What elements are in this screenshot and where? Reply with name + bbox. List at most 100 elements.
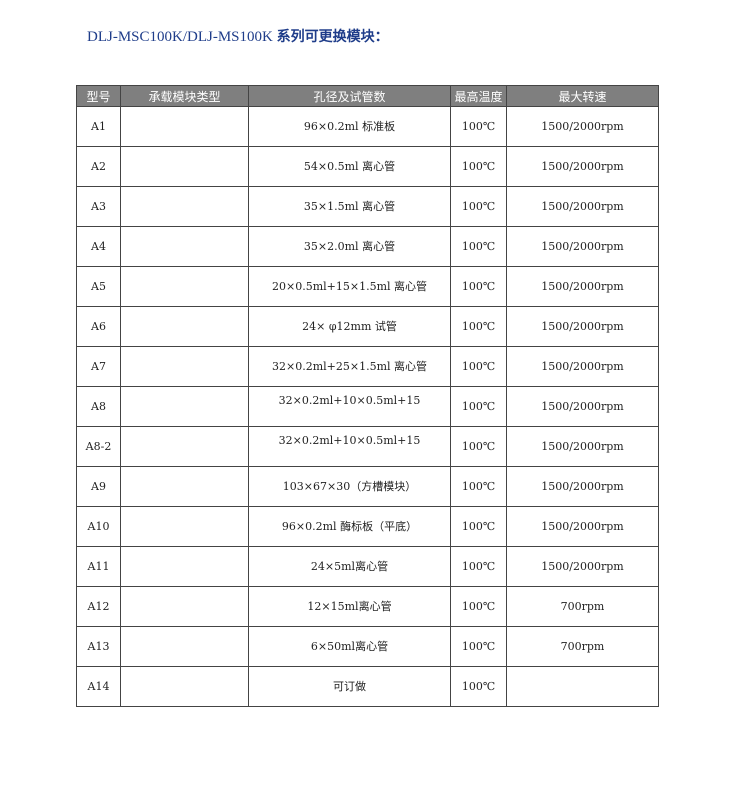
cell-type <box>120 586 249 627</box>
spec-line: 6×50ml离心管 <box>310 639 389 653</box>
cell-type <box>120 146 249 187</box>
cell-model: A10 <box>76 506 121 547</box>
cell-temp: 100℃ <box>450 346 507 387</box>
table-row: A6 24× φ12mm 试管 100℃ 1500/2000rpm <box>76 306 659 347</box>
cell-model: A8 <box>76 386 121 427</box>
table-row: A1 96×0.2ml 标准板 100℃ 1500/2000rpm <box>76 106 659 147</box>
cell-spec: 96×0.2ml 标准板 <box>248 106 451 147</box>
table-row: A3 35×1.5ml 离心管 100℃ 1500/2000rpm <box>76 186 659 227</box>
cell-model: A2 <box>76 146 121 187</box>
title-latin: DLJ-MSC100K/DLJ-MS100K <box>87 29 273 45</box>
cell-model: A9 <box>76 466 121 507</box>
table-row: A10 96×0.2ml 酶标板（平底） 100℃ 1500/2000rpm <box>76 506 659 547</box>
cell-model: A13 <box>76 626 121 667</box>
cell-speed: 1500/2000rpm <box>506 226 659 267</box>
column-header: 最大转速 <box>506 85 659 107</box>
cell-model: A7 <box>76 346 121 387</box>
cell-spec: 54×0.5ml 离心管 <box>248 146 451 187</box>
table-row: A7 32×0.2ml+25×1.5ml 离心管 100℃ 1500/2000rpm <box>76 346 659 387</box>
table-row: A14 可订做 100℃ <box>76 666 659 707</box>
cell-spec: 35×2.0ml 离心管 <box>248 226 451 267</box>
cell-spec: 96×0.2ml 酶标板（平底） <box>248 506 451 547</box>
cell-speed: 1500/2000rpm <box>506 546 659 587</box>
cell-spec: 24× φ12mm 试管 <box>248 306 451 347</box>
spec-line: 35×1.5ml 离心管 <box>303 199 396 213</box>
cell-temp: 100℃ <box>450 586 507 627</box>
column-header: 承载模块类型 <box>120 85 249 107</box>
cell-spec: 20×0.5ml+15×1.5ml 离心管 <box>248 266 451 307</box>
cell-spec: 12×15ml离心管 <box>248 586 451 627</box>
cell-model: A8-2 <box>76 426 121 467</box>
cell-speed: 1500/2000rpm <box>506 106 659 147</box>
cell-spec: 6×50ml离心管 <box>248 626 451 667</box>
cell-type <box>120 626 249 667</box>
cell-spec: 可订做 <box>248 666 451 707</box>
cell-model: A6 <box>76 306 121 347</box>
cell-spec: 35×1.5ml 离心管 <box>248 186 451 227</box>
column-header: 孔径及试管数 <box>248 85 451 107</box>
cell-temp: 100℃ <box>450 226 507 267</box>
spec-line: 54×0.5ml 离心管 <box>303 159 396 173</box>
cell-temp: 100℃ <box>450 106 507 147</box>
cell-speed: 1500/2000rpm <box>506 266 659 307</box>
spec-line: 103×67×30（方槽模块） <box>282 479 417 493</box>
cell-speed: 1500/2000rpm <box>506 346 659 387</box>
cell-temp: 100℃ <box>450 506 507 547</box>
page-title: DLJ-MSC100K/DLJ-MS100K 系列可更换模块： <box>87 26 389 46</box>
table-header: 型号 承载模块类型 孔径及试管数 最高温度 最大转速 <box>76 85 659 107</box>
table-row: A8-2 32×0.2ml+10×0.5ml+15 ×2.0ml 离心管100℃15… <box>76 426 659 467</box>
column-header: 型号 <box>76 85 121 107</box>
cell-temp: 100℃ <box>450 386 507 427</box>
cell-type <box>120 426 249 467</box>
cell-spec: 32×0.2ml+10×0.5ml+15 ×1.5ml 离心管 <box>248 386 451 427</box>
cell-model: A12 <box>76 586 121 627</box>
cell-temp: 100℃ <box>450 186 507 227</box>
cell-speed: 1500/2000rpm <box>506 506 659 547</box>
table-row: A13 6×50ml离心管 100℃ 700rpm <box>76 626 659 667</box>
cell-speed <box>506 666 659 707</box>
cell-type <box>120 186 249 227</box>
table-row: A9 103×67×30（方槽模块） 100℃ 1500/2000rpm <box>76 466 659 507</box>
cell-speed: 1500/2000rpm <box>506 426 659 467</box>
cell-temp: 100℃ <box>450 626 507 667</box>
table-row: A11 24×5ml离心管 100℃ 1500/2000rpm <box>76 546 659 587</box>
table-row: A8 32×0.2ml+10×0.5ml+15 ×1.5ml 离心管100℃1500… <box>76 386 659 427</box>
spec-line: ×2.0ml 离心管 <box>249 456 450 464</box>
module-table: 型号 承载模块类型 孔径及试管数 最高温度 最大转速 A1 96×0.2ml 标准板 100… <box>76 85 659 707</box>
cell-temp: 100℃ <box>450 306 507 347</box>
cell-temp: 100℃ <box>450 666 507 707</box>
table-row: A12 12×15ml离心管 100℃ 700rpm <box>76 586 659 627</box>
spec-line: 可订做 <box>333 679 366 693</box>
title-cn: 系列可更换模块： <box>276 29 389 45</box>
spec-line: ×1.5ml 离心管 <box>249 416 450 424</box>
cell-type <box>120 346 249 387</box>
cell-speed: 1500/2000rpm <box>506 386 659 427</box>
cell-speed: 1500/2000rpm <box>506 466 659 507</box>
cell-speed: 700rpm <box>506 626 659 667</box>
spec-line: 32×0.2ml+25×1.5ml 离心管 <box>271 359 428 373</box>
cell-speed: 1500/2000rpm <box>506 146 659 187</box>
cell-speed: 1500/2000rpm <box>506 186 659 227</box>
cell-model: A4 <box>76 226 121 267</box>
cell-model: A14 <box>76 666 121 707</box>
cell-speed: 1500/2000rpm <box>506 306 659 347</box>
cell-type <box>120 106 249 147</box>
cell-type <box>120 306 249 347</box>
spec-line: 35×2.0ml 离心管 <box>303 239 396 253</box>
cell-type <box>120 666 249 707</box>
cell-temp: 100℃ <box>450 426 507 467</box>
cell-spec: 32×0.2ml+25×1.5ml 离心管 <box>248 346 451 387</box>
spec-line: 12×15ml离心管 <box>307 599 392 613</box>
cell-type <box>120 546 249 587</box>
spec-line: 32×0.2ml+10×0.5ml+15 <box>278 434 421 447</box>
spec-line: 24× φ12mm 试管 <box>302 319 397 333</box>
cell-model: A5 <box>76 266 121 307</box>
spec-line: 96×0.2ml 酶标板（平底） <box>281 519 418 533</box>
cell-model: A1 <box>76 106 121 147</box>
cell-type <box>120 266 249 307</box>
table-row: A4 35×2.0ml 离心管 100℃ 1500/2000rpm <box>76 226 659 267</box>
cell-spec: 103×67×30（方槽模块） <box>248 466 451 507</box>
cell-temp: 100℃ <box>450 466 507 507</box>
cell-type <box>120 226 249 267</box>
table-row: A2 54×0.5ml 离心管 100℃ 1500/2000rpm <box>76 146 659 187</box>
